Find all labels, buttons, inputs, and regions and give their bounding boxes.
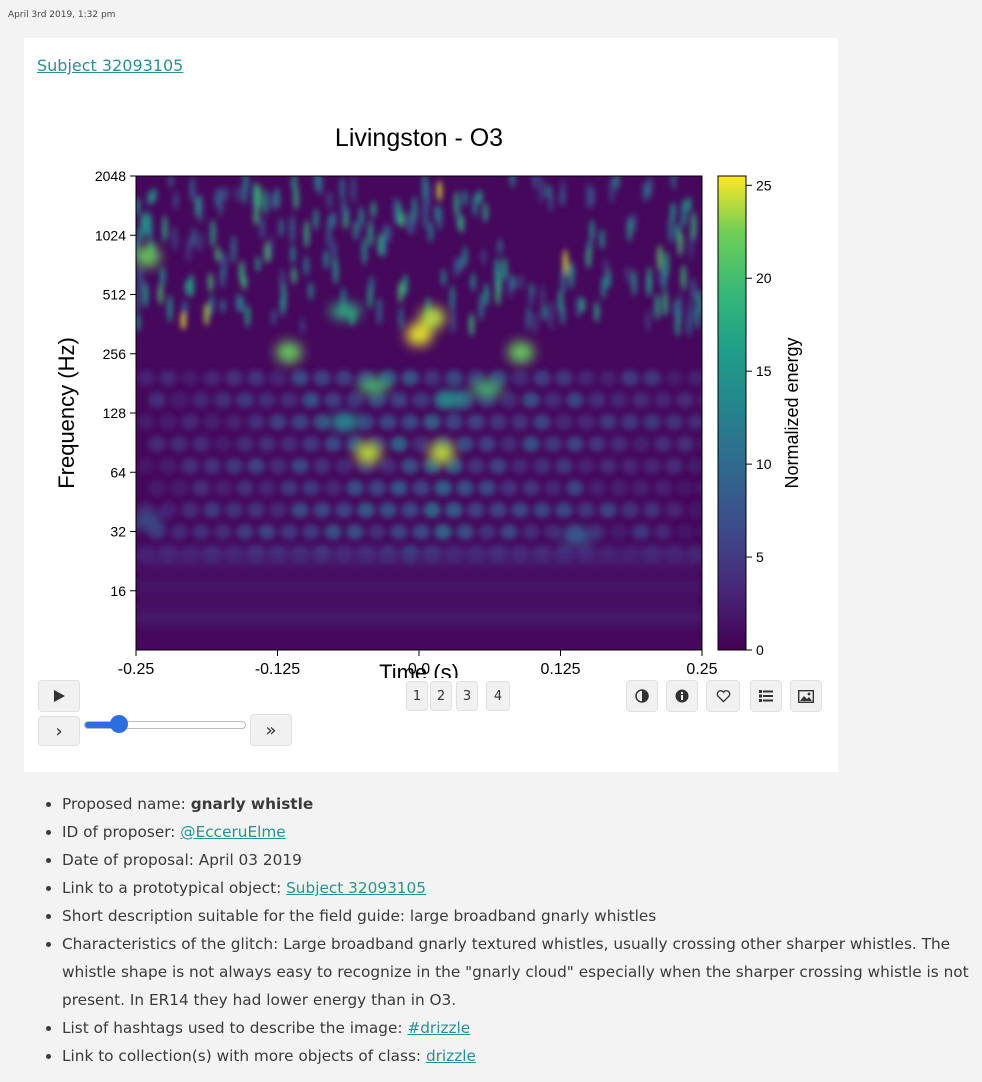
- collection-label: Link to collection(s) with more objects …: [62, 1047, 426, 1065]
- x-tick-label: 0.0: [408, 661, 430, 678]
- heat-spot-0: [355, 442, 382, 465]
- play-icon: [54, 690, 65, 702]
- proposer-label: ID of proposer:: [62, 823, 181, 841]
- spectrogram-plot: Livingston - O3 -0.25 -0.125 0.0 0.125 0.25 …: [54, 124, 802, 678]
- invert-button[interactable]: [626, 680, 658, 712]
- page-label-2: 2: [436, 688, 446, 704]
- y-tick-label: 512: [103, 287, 127, 303]
- x-axis-label: Time (s): [379, 660, 459, 678]
- contrast-icon: [635, 689, 649, 703]
- collect-button[interactable]: [750, 680, 782, 712]
- glitch-proposal-list: Proposed name: gnarly whistle ID of prop…: [40, 790, 982, 1070]
- colorbar-tick-label: 10: [756, 456, 772, 472]
- x-tick-label: -0.125: [255, 661, 300, 678]
- slider-thumb[interactable]: [110, 715, 128, 733]
- subject-viewer-card: Subject 32093105 Livingston - O3 -0.25 -0…: [24, 38, 838, 772]
- step-forward-icon: ›: [55, 720, 63, 742]
- heat-spot-11: [136, 513, 164, 530]
- y-tick-label: 32: [110, 524, 126, 540]
- page-label-1: 1: [412, 688, 422, 704]
- list-item-hashtags: List of hashtags used to describe the im…: [62, 1014, 982, 1042]
- list-item-proposed-name: Proposed name: gnarly whistle: [62, 790, 982, 818]
- colorbar-tick-label: 20: [756, 270, 772, 286]
- heat-spot-8: [329, 303, 362, 320]
- subject-link[interactable]: Subject 32093105: [37, 56, 184, 75]
- x-tick-label: -0.25: [118, 661, 155, 678]
- y-tick-label: 2048: [95, 168, 126, 184]
- prototype-subject-link[interactable]: Subject 32093105: [286, 879, 426, 897]
- list-item-date: Date of proposal: April 03 2019: [62, 846, 982, 874]
- proposer-link[interactable]: @EcceruElme: [180, 823, 286, 841]
- colorbar-tick-label: 25: [756, 177, 772, 193]
- colorbar-label: Normalized energy: [782, 337, 802, 488]
- page-button-1[interactable]: 1: [406, 681, 428, 711]
- favorite-button[interactable]: [706, 680, 740, 712]
- info-icon: [675, 689, 689, 703]
- heat-spot-4: [419, 306, 446, 329]
- image-button[interactable]: [790, 680, 822, 712]
- page-button-3[interactable]: 3: [456, 681, 478, 711]
- list-item-proposer: ID of proposer: @EcceruElme: [62, 818, 982, 846]
- y-tick-label: 256: [103, 346, 127, 362]
- heat-spot-5: [507, 341, 534, 364]
- hashtag-link[interactable]: #drizzle: [407, 1019, 471, 1037]
- x-tick-label: 0.25: [686, 661, 717, 678]
- image-icon: [798, 689, 814, 703]
- page-label-3: 3: [462, 688, 472, 704]
- chart-title: Livingston - O3: [335, 124, 503, 152]
- heart-icon: [716, 690, 730, 703]
- step-forward-button[interactable]: ›: [38, 716, 80, 746]
- hashtags-label: List of hashtags used to describe the im…: [62, 1019, 408, 1037]
- page-label-4: 4: [493, 688, 503, 704]
- info-button[interactable]: [666, 680, 698, 712]
- page-button-4[interactable]: 4: [486, 681, 510, 711]
- list-icon: [759, 690, 773, 702]
- proposed-name-label: Proposed name:: [62, 795, 191, 813]
- page-button-2[interactable]: 2: [430, 681, 452, 711]
- colorbar-tick-label: 0: [756, 642, 764, 658]
- play-button[interactable]: [38, 680, 80, 712]
- list-item-collection: Link to collection(s) with more objects …: [62, 1042, 982, 1070]
- y-tick-label: 16: [110, 583, 126, 599]
- fast-forward-button[interactable]: »: [250, 714, 292, 746]
- y-tick-label: 128: [103, 405, 127, 421]
- y-tick-label: 64: [110, 464, 126, 480]
- heat-spot-10: [436, 391, 469, 408]
- heat-spot-9: [329, 414, 362, 431]
- collection-link[interactable]: drizzle: [425, 1047, 476, 1065]
- heatmap-area: [136, 176, 702, 650]
- proposed-name: gnarly whistle: [190, 795, 314, 813]
- heat-spot-1: [428, 442, 455, 465]
- list-item-characteristics: Characteristics of the glitch: Large bro…: [62, 930, 982, 1014]
- prototype-label: Link to a prototypical object:: [62, 879, 287, 897]
- list-item-prototype: Link to a prototypical object: Subject 3…: [62, 874, 982, 902]
- frame-slider[interactable]: [84, 721, 246, 729]
- x-tick-label: 0.125: [540, 661, 580, 678]
- y-tick-label: 1024: [95, 227, 126, 243]
- heat-spot-6: [357, 378, 390, 395]
- fast-forward-icon: »: [265, 719, 277, 741]
- colorbar: [717, 175, 747, 651]
- heat-spot-7: [470, 380, 503, 397]
- colorbar-tick-label: 15: [756, 363, 772, 379]
- heat-spot-13: [136, 245, 161, 268]
- heat-spot-12: [561, 529, 594, 546]
- y-axis-label: Frequency (Hz): [54, 337, 79, 489]
- slider-fill: [85, 722, 117, 728]
- heat-spot-2: [275, 341, 302, 364]
- post-timestamp: April 3rd 2019, 1:32 pm: [8, 10, 116, 20]
- heat-spot-3: [406, 323, 432, 346]
- colorbar-tick-label: 5: [756, 549, 764, 565]
- list-item-short-description: Short description suitable for the field…: [62, 902, 982, 930]
